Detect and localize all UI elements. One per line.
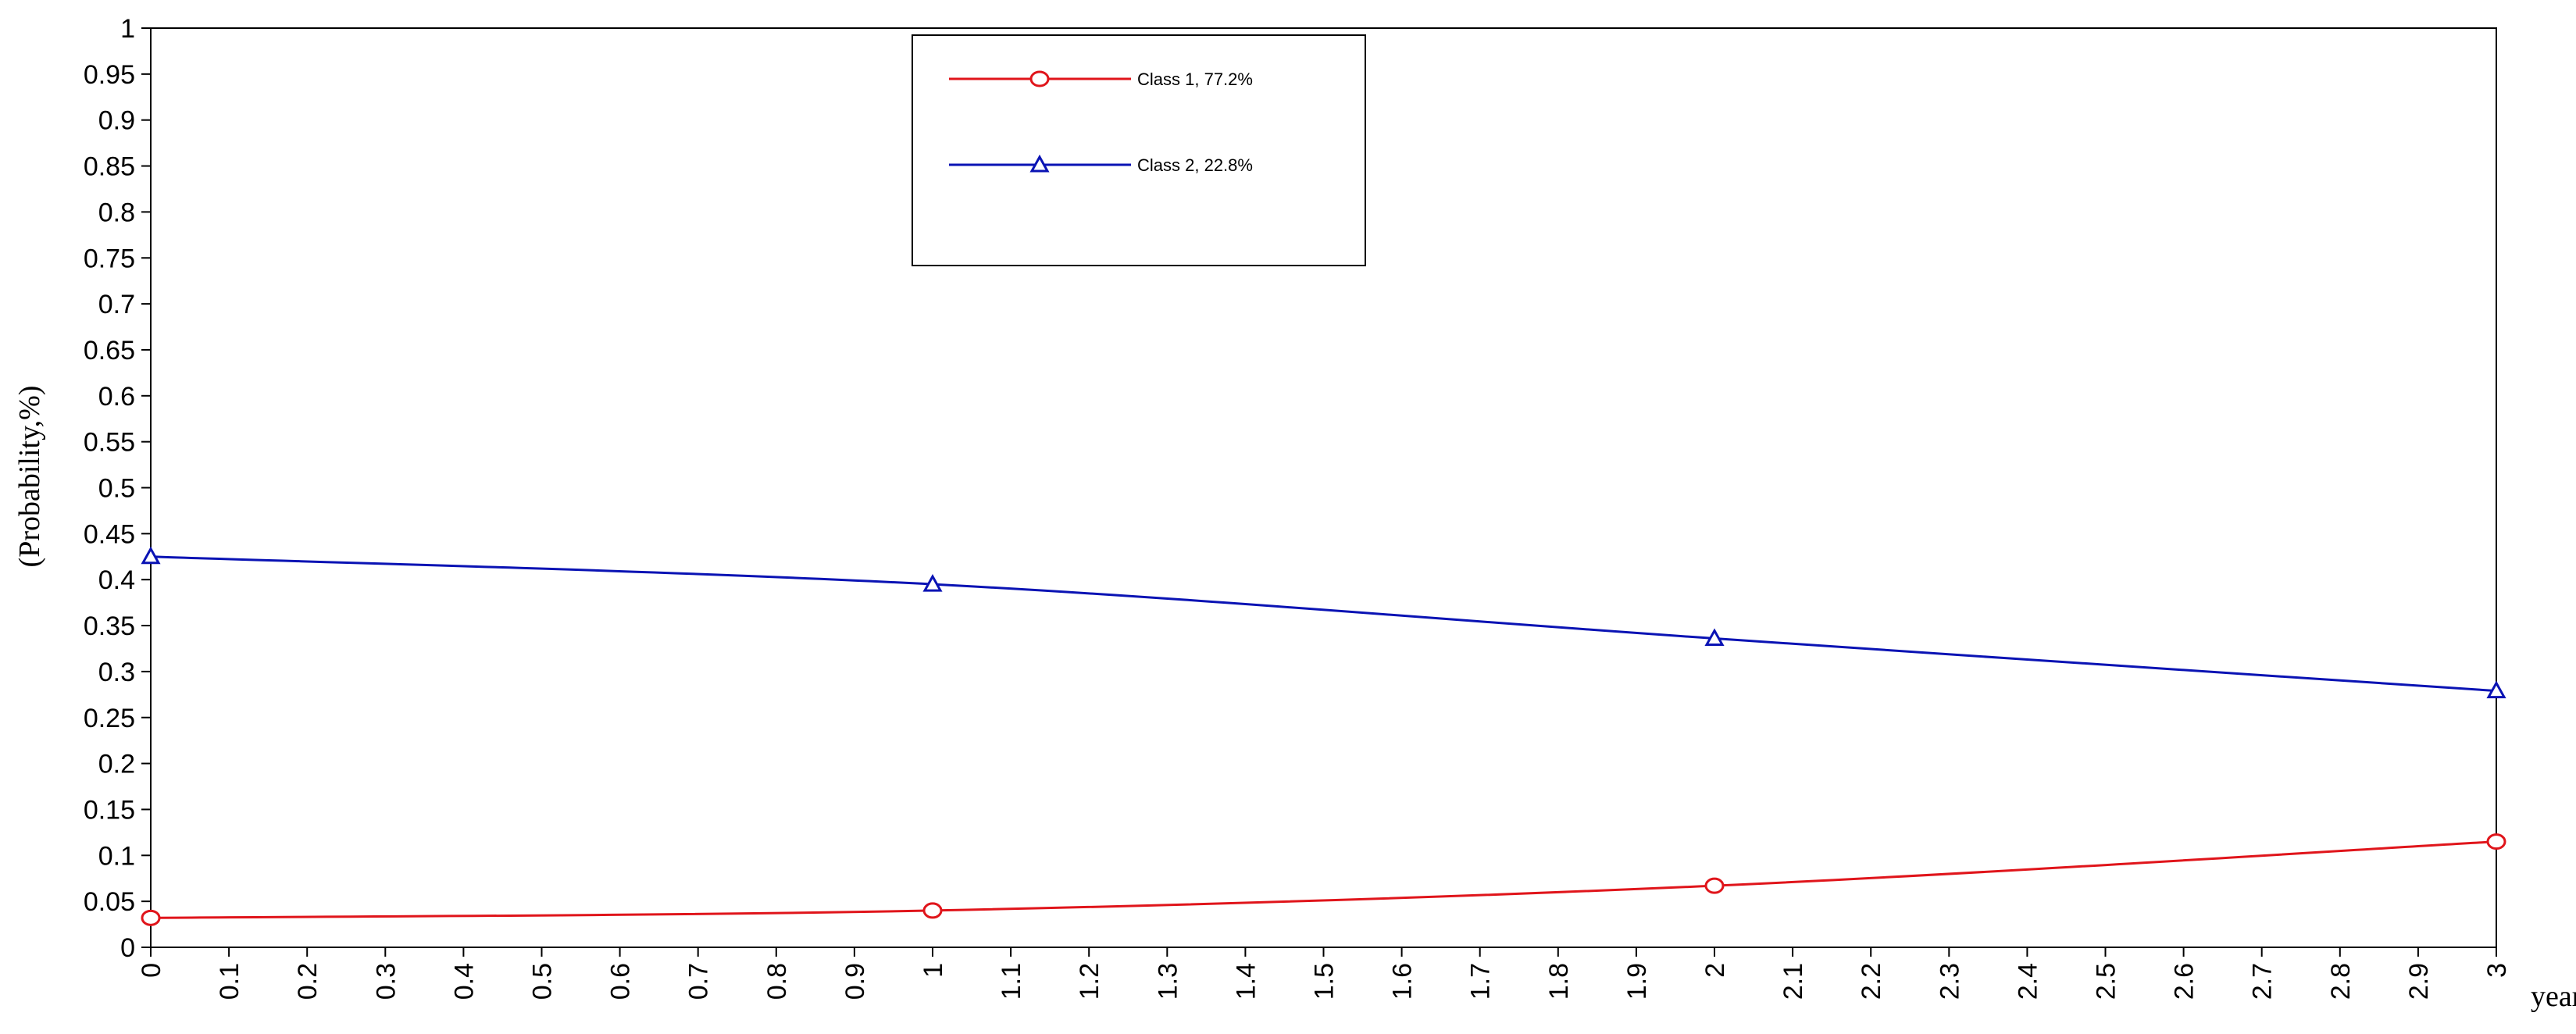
series-2-point — [1704, 628, 1725, 647]
x-tick-label: 2.5 — [2092, 963, 2121, 1000]
y-tick-label: 0.9 — [98, 106, 135, 136]
x-tick-label: 0.8 — [762, 963, 792, 1000]
legend-swatch-marker — [1029, 154, 1050, 173]
x-tick-label: 2 — [1700, 963, 1730, 978]
x-tick-label: 2.9 — [2404, 963, 2434, 1000]
legend-label: Class 1, 77.2% — [1137, 70, 1253, 89]
x-tick-label: 1.2 — [1075, 963, 1104, 1000]
y-tick-label: 0.85 — [84, 152, 135, 182]
y-tick-label: 0.45 — [84, 519, 135, 549]
series-1-point — [141, 909, 161, 926]
series-2-point — [141, 546, 161, 565]
series-2-point — [2486, 680, 2506, 699]
series-1-line — [150, 840, 2497, 919]
y-tick-label: 0.15 — [84, 795, 135, 825]
series-2-line — [150, 555, 2497, 693]
x-tick-label: 1 — [919, 963, 948, 978]
series-1-point — [922, 902, 943, 919]
y-tick-label: 1 — [120, 14, 135, 44]
y-tick-label: 0 — [120, 933, 135, 963]
y-tick-label: 0.65 — [84, 336, 135, 365]
y-tick-label: 0.55 — [84, 428, 135, 458]
x-tick-label: 2.2 — [1857, 963, 1886, 1000]
x-tick-label: 1.9 — [1622, 963, 1652, 1000]
y-tick-label: 0.7 — [98, 290, 135, 319]
y-tick-label: 0.05 — [84, 887, 135, 917]
x-tick-label: 1.1 — [997, 963, 1026, 1000]
x-tick-label: 2.7 — [2248, 963, 2278, 1000]
x-tick-label: 2.4 — [2013, 963, 2043, 1000]
x-tick-label: 0.3 — [371, 963, 401, 1000]
y-tick-label: 0.4 — [98, 565, 135, 595]
x-tick-label: 0.7 — [684, 963, 714, 1000]
x-tick-label: 0 — [137, 963, 166, 978]
legend-entry: Class 2, 22.8% — [949, 154, 1253, 175]
axes — [141, 27, 2497, 957]
series-1-point — [1704, 877, 1725, 894]
series-2 — [141, 546, 2506, 699]
x-tick-label: 2.3 — [1935, 963, 1964, 1000]
x-tick-label: 1.8 — [1544, 963, 1574, 1000]
x-tick-label: 1.5 — [1310, 963, 1340, 1000]
x-tick-label: 0.6 — [606, 963, 636, 1000]
y-tick-label: 0.95 — [84, 60, 135, 90]
legend-entry: Class 1, 77.2% — [949, 70, 1253, 89]
tick-labels: 0 0.05 0.1 0.15 0.2 0.25 0.3 0.35 0.4 0.45 0.5 0.55… — [84, 14, 2512, 1000]
y-tick-label: 0.3 — [98, 658, 135, 687]
x-tick-label: 3 — [2482, 963, 2512, 978]
series-lines — [141, 546, 2506, 926]
y-axis-title: (Probability,%) — [13, 386, 46, 568]
x-tick-label: 2.1 — [1779, 963, 1808, 1000]
series-1-point — [2486, 833, 2506, 850]
y-tick-label: 0.6 — [98, 382, 135, 412]
y-tick-label: 0.8 — [98, 198, 135, 227]
legend: Class 1, 77.2% Class 2, 22.8% — [912, 34, 1366, 266]
y-tick-label: 0.1 — [98, 841, 135, 871]
series-1 — [141, 833, 2506, 926]
legend-box — [912, 34, 1366, 266]
x-tick-label: 0.1 — [215, 963, 244, 1000]
x-tick-label: 0.2 — [293, 963, 323, 1000]
x-tick-label: 2.8 — [2326, 963, 2356, 1000]
legend-swatch-marker — [1029, 70, 1050, 87]
y-tick-label: 0.35 — [84, 611, 135, 641]
legend-label: Class 2, 22.8% — [1137, 155, 1253, 175]
x-tick-label: 1.6 — [1388, 963, 1418, 1000]
y-tick-label: 0.2 — [98, 750, 135, 779]
x-tick-label: 1.3 — [1153, 963, 1183, 1000]
y-tick-label: 0.75 — [84, 244, 135, 273]
x-axis-title: year — [2531, 980, 2576, 1013]
series-2-point — [922, 573, 943, 592]
x-tick-label: 0.5 — [528, 963, 558, 1000]
x-tick-label: 0.4 — [449, 963, 479, 1000]
y-tick-label: 0.5 — [98, 474, 135, 504]
x-tick-label: 2.6 — [2170, 963, 2200, 1000]
x-tick-label: 1.7 — [1466, 963, 1496, 1000]
x-tick-label: 0.9 — [840, 963, 870, 1000]
y-tick-label: 0.25 — [84, 704, 135, 733]
x-tick-label: 1.4 — [1231, 963, 1261, 1000]
